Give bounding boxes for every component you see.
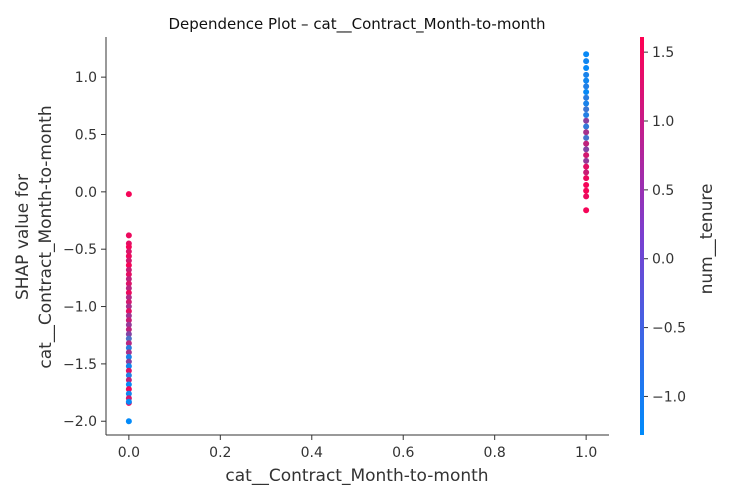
data-point [583,181,590,188]
colorbar-gradient [640,37,644,435]
data-point [583,140,590,147]
x-axis-label: cat__Contract_Month-to-month [225,466,488,486]
data-point [583,77,590,84]
data-point [583,152,590,159]
data-point [125,354,132,361]
data-point [583,207,590,214]
data-point [125,376,132,383]
colorbar-tick-label: −1.0 [652,389,686,405]
data-point [583,123,590,130]
data-point [125,289,132,296]
data-point [125,312,132,319]
colorbar-tick-label: −0.5 [652,321,686,337]
colorbar-label: num__tenure [697,184,717,295]
x-tick-label: 0.8 [484,445,506,461]
y-tick-label: −2.0 [63,414,97,430]
data-point [583,163,590,170]
y-tick-label: 0.5 [75,127,97,143]
x-tick-label: 1.0 [575,445,597,461]
data-point [125,418,132,425]
data-point [125,191,132,198]
data-point [583,146,590,153]
y-tick-label: −0.5 [63,242,97,258]
data-point [125,303,132,310]
x-tick-label: 0.4 [301,445,323,461]
data-point [125,294,132,301]
data-point [125,321,132,328]
data-point [583,111,590,118]
data-point [583,64,590,71]
colorbar-tick-label: 0.0 [652,252,674,268]
y-axis-label-line-2: cat__Contract_Month-to-month [36,105,56,368]
data-point [583,169,590,176]
data-point [583,117,590,124]
data-point [125,298,132,305]
data-point [125,358,132,365]
data-point [125,248,132,255]
data-point [583,94,590,101]
plot-area: 0.0 0.2 0.4 0.6 0.8 1.0 1.0 0.5 0.0 −0.5 −1.0 −1.5… [63,37,609,461]
y-ticks: 1.0 0.5 0.0 −0.5 −1.0 −1.5 −2.0 [63,70,106,430]
data-point [583,83,590,90]
data-point [583,106,590,113]
data-point [125,232,132,239]
data-point [125,276,132,283]
data-point [583,71,590,78]
data-point [125,326,132,333]
data-point [583,51,590,58]
data-point [125,243,132,250]
data-point [125,331,132,338]
data-point [125,349,132,356]
data-point [583,157,590,164]
data-point [583,58,590,65]
data-point [125,266,132,273]
y-tick-label: 1.0 [75,70,97,86]
y-axis-label: SHAP value for cat__Contract_Month-to-mo… [13,105,56,368]
data-point [125,390,132,397]
data-point [125,372,132,379]
x-tick-label: 0.2 [209,445,231,461]
x-tick-label: 0.0 [118,445,140,461]
data-point [125,257,132,264]
x-tick-label: 0.6 [392,445,414,461]
y-tick-label: −1.5 [63,357,97,373]
colorbar-tick-label: 1.0 [652,114,674,130]
y-tick-label: 0.0 [75,185,97,201]
x-ticks: 0.0 0.2 0.4 0.6 0.8 1.0 [118,435,597,461]
data-point [583,129,590,136]
data-point [125,253,132,260]
data-point [583,89,590,96]
colorbar: 1.5 1.0 0.5 0.0 −0.5 −1.0 [640,37,686,435]
data-point [125,398,132,405]
data-point [125,262,132,269]
data-point [125,340,132,347]
data-point [125,317,132,324]
colorbar-ticks: 1.5 1.0 0.5 0.0 −0.5 −1.0 [644,45,686,405]
data-point [125,285,132,292]
data-point [125,280,132,287]
data-point [125,271,132,278]
data-point [583,175,590,182]
data-point [125,363,132,370]
points-layer [125,51,590,425]
colorbar-tick-label: 0.5 [652,183,674,199]
data-point [125,308,132,315]
colorbar-tick-label: 1.5 [652,45,674,61]
data-point [125,335,132,342]
y-tick-label: −1.0 [63,300,97,316]
data-point [125,344,132,351]
data-point [125,381,132,388]
y-axis-label-line-1: SHAP value for [13,174,33,300]
data-point [583,134,590,141]
data-point [125,386,132,393]
data-point [125,367,132,374]
data-point [583,193,590,200]
data-point [583,100,590,107]
chart-title: Dependence Plot – cat__Contract_Month-to… [168,15,545,34]
data-point [583,187,590,194]
